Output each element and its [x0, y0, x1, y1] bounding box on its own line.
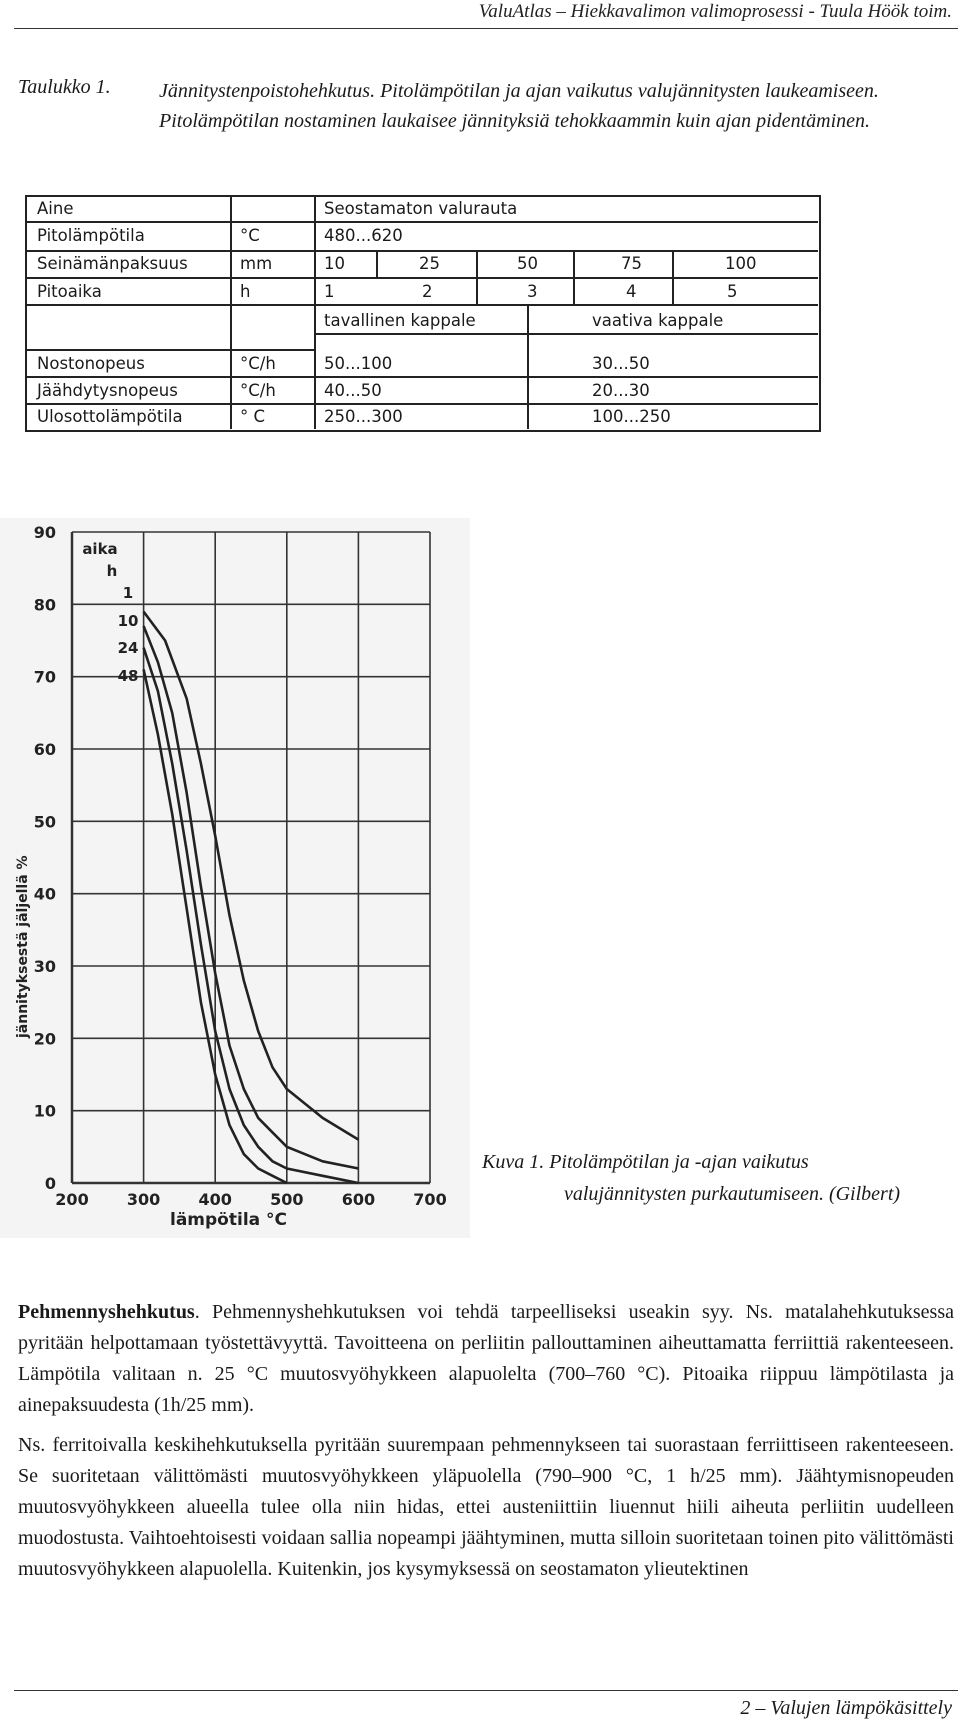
table-unit: mm: [240, 254, 273, 273]
table-subheader: tavallinen kappale: [324, 311, 476, 330]
table-cell: 4: [626, 282, 637, 301]
table-cell: 10: [324, 254, 345, 273]
x-tick-label: 600: [342, 1190, 375, 1209]
chart-series: [142, 610, 360, 1185]
y-tick-label: 30: [34, 957, 56, 976]
table-rule: [27, 250, 818, 252]
chart-ticks: 200 300 400 500 600 700 0 10 20 30 40 50 60 70 80 90: [34, 523, 447, 1209]
x-tick-label: 700: [413, 1190, 446, 1209]
table-cell: 20...30: [592, 381, 650, 400]
table-cell: 75: [621, 254, 642, 273]
figure-caption-line2: valujännitysten purkautumiseen. (Gilbert…: [564, 1183, 901, 1205]
y-tick-label: 70: [34, 668, 56, 687]
paragraph: Ns. ferritoivalla keskihehkutuksella pyr…: [18, 1434, 954, 1580]
y-tick-label: 20: [34, 1029, 56, 1048]
table-row-label: Jäähdytysnopeus: [37, 381, 178, 400]
table-unit: ° C: [240, 407, 266, 426]
y-tick-label: 80: [34, 595, 56, 614]
table-row-label: Pitolämpötila: [37, 226, 145, 245]
x-tick-label: 400: [198, 1190, 231, 1209]
y-axis-label: jännityksestä jäljellä %: [15, 855, 31, 1039]
legend-entry: 1: [123, 584, 133, 602]
table-cell: 100...250: [592, 407, 671, 426]
footer-rule: [14, 1690, 958, 1691]
x-tick-label: 200: [55, 1190, 88, 1209]
paragraph-heading: Pehmennyshehkutus: [18, 1301, 195, 1323]
table-rule: [573, 250, 575, 305]
series-line-48: [142, 669, 288, 1185]
stress-relief-chart: 200 300 400 500 600 700 0 10 20 30 40 50 60 70 80 90 ai…: [0, 518, 470, 1238]
paragraph-text: . Pehmennyshehkutuksen voi tehdä tarpeel…: [18, 1301, 954, 1416]
series-line-1: [142, 610, 360, 1141]
body-text: Pehmennyshehkutus. Pehmennyshehkutuksen …: [18, 1297, 954, 1594]
table-cell: 40...50: [324, 381, 382, 400]
table-cell: 25: [419, 254, 440, 273]
table-rule: [27, 376, 818, 378]
table-rule: [230, 197, 232, 429]
table-rule: [27, 403, 818, 405]
table-rule: [27, 277, 818, 279]
table-unit: h: [240, 282, 251, 301]
legend-title: aika: [82, 540, 117, 558]
table-rule: [27, 349, 314, 351]
table-caption-text: Jännitystenpoistohehkutus. Pitolämpötila…: [159, 80, 879, 132]
chart-legend: aika h1 10 24 48: [82, 540, 138, 685]
table-rule: [476, 250, 478, 305]
table-cell: 50: [517, 254, 538, 273]
table-rule: [314, 197, 316, 429]
table-rule: [27, 221, 818, 223]
legend-unit: h: [107, 562, 118, 580]
header-rule: [14, 28, 958, 29]
chart-background: [0, 518, 470, 1238]
table-row-label: Pitoaika: [37, 282, 102, 301]
table-subheader: vaativa kappale: [592, 311, 724, 330]
table-unit: °C/h: [240, 354, 276, 373]
table-rule: [376, 250, 378, 278]
table-cell: 250...300: [324, 407, 403, 426]
table-cell: 3: [527, 282, 538, 301]
y-tick-label: 40: [34, 885, 56, 904]
table-cell: 480...620: [324, 226, 403, 245]
table-rule: [527, 305, 529, 429]
table-unit: °C/h: [240, 381, 276, 400]
table-caption-label: Taulukko 1.: [18, 76, 111, 98]
legend-entry: 48: [118, 667, 139, 685]
y-tick-label: 60: [34, 740, 56, 759]
table-rule: [672, 250, 674, 305]
chart-svg: 200 300 400 500 600 700 0 10 20 30 40 50 60 70 80 90 ai…: [0, 518, 470, 1238]
table-rule: [27, 304, 818, 306]
legend-entry: 10: [118, 612, 139, 630]
table-cell: Seostamaton valurauta: [324, 199, 518, 218]
page-footer: 2 – Valujen lämpökäsittely: [740, 1697, 952, 1719]
y-tick-label: 0: [45, 1174, 56, 1193]
table-row-label: Ulosottolämpötila: [37, 407, 183, 426]
series-line-24: [142, 647, 359, 1185]
table-rule: [314, 333, 818, 335]
legend-entry: 24: [118, 639, 139, 657]
y-tick-label: 10: [34, 1102, 56, 1121]
x-axis-label: lämpötila °C: [170, 1210, 287, 1230]
chart-grid: [70, 531, 431, 1185]
table-row-label: Nostonopeus: [37, 354, 145, 373]
figure-caption: Kuva 1. Pitolämpötilan ja -ajan vaikutus…: [482, 1146, 952, 1210]
y-tick-label: 50: [34, 812, 56, 831]
table-cell: 5: [727, 282, 738, 301]
x-tick-label: 300: [127, 1190, 160, 1209]
table-row-label: Aine: [37, 199, 74, 218]
x-tick-label: 500: [270, 1190, 303, 1209]
table-unit: °C: [240, 226, 260, 245]
table-cell: 30...50: [592, 354, 650, 373]
table-cell: 2: [422, 282, 433, 301]
figure-caption-line1: Kuva 1. Pitolämpötilan ja -ajan vaikutus: [482, 1151, 809, 1173]
stress-relief-table: Aine Seostamaton valurauta Pitolämpötila…: [25, 195, 821, 432]
table-row-label: Seinämänpaksuus: [37, 254, 188, 273]
table-cell: 50...100: [324, 354, 393, 373]
paragraph: Pehmennyshehkutus. Pehmennyshehkutuksen …: [18, 1297, 954, 1421]
table-cell: 1: [324, 282, 335, 301]
table-cell: 100: [725, 254, 757, 273]
series-line-10: [142, 625, 359, 1170]
y-tick-label: 90: [34, 523, 56, 542]
running-header: ValuAtlas – Hiekkavalimon valimoprosessi…: [478, 1, 952, 22]
